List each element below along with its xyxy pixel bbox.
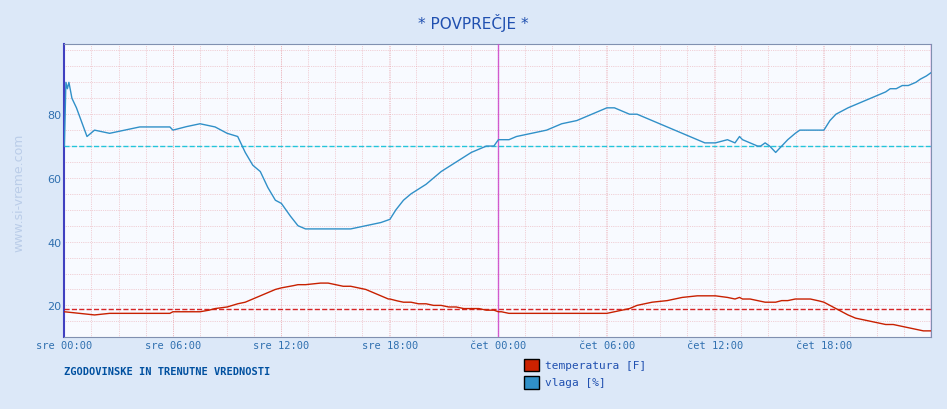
Text: temperatura [F]: temperatura [F] bbox=[545, 360, 646, 370]
Text: www.si-vreme.com: www.si-vreme.com bbox=[12, 133, 26, 251]
Text: ZGODOVINSKE IN TRENUTNE VREDNOSTI: ZGODOVINSKE IN TRENUTNE VREDNOSTI bbox=[64, 366, 271, 376]
Text: vlaga [%]: vlaga [%] bbox=[545, 377, 605, 387]
Text: * POVPREČJE *: * POVPREČJE * bbox=[419, 14, 528, 32]
